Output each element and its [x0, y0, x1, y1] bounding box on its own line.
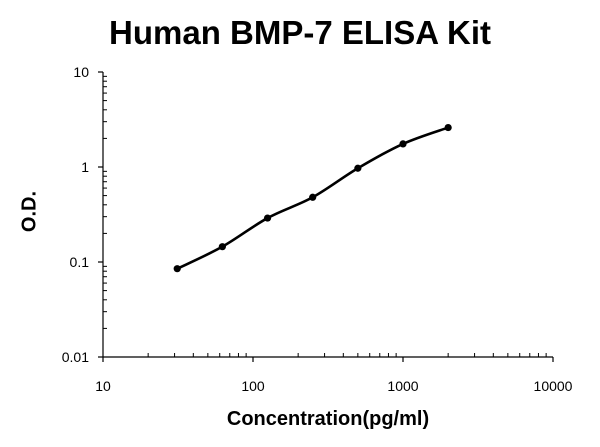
data-point	[354, 164, 362, 172]
data-point	[218, 243, 226, 251]
series	[173, 123, 452, 273]
y-tick-label: 10	[73, 64, 89, 80]
chart-title: Human BMP-7 ELISA Kit	[109, 14, 491, 51]
x-tick-label: 10000	[534, 378, 573, 394]
data-point	[309, 193, 317, 201]
x-axis-label: Concentration(pg/ml)	[226, 408, 430, 430]
x-tick-label: 100	[241, 378, 265, 394]
data-point	[399, 140, 407, 148]
x-tick-label: 1000	[387, 378, 418, 394]
y-axis-label: O.D.	[18, 190, 41, 233]
y-tick-label: 0.01	[62, 349, 89, 365]
y-tick-label: 1	[81, 159, 89, 175]
axes	[102, 72, 553, 358]
y-tick-label: 0.1	[70, 254, 90, 270]
data-point	[263, 214, 272, 222]
x-tick-label: 10	[95, 378, 111, 394]
data-point	[444, 123, 452, 132]
ticks: 10 1 0.1 0.01 10 100 1000 10000	[62, 64, 573, 394]
data-point	[173, 265, 181, 273]
